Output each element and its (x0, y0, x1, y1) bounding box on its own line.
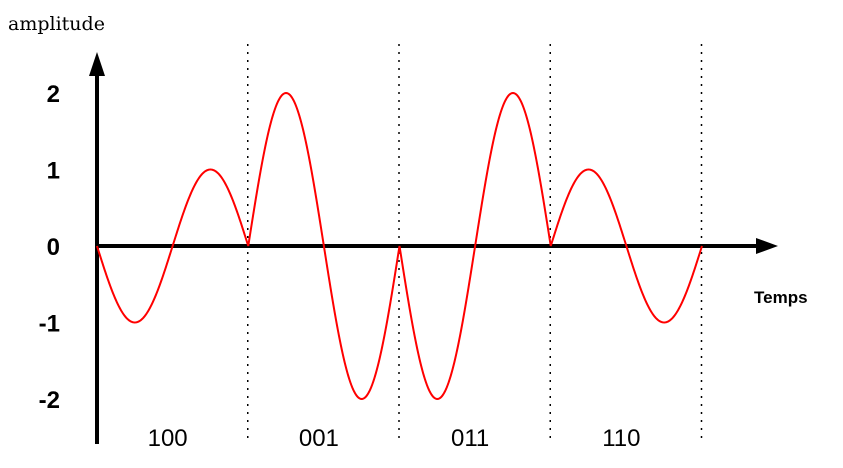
segment-label: 011 (451, 425, 489, 452)
y-tick-labels: 2 1 0 -1 -2 (39, 81, 60, 414)
signal-line (96, 91, 703, 401)
y-tick-label: -1 (39, 311, 60, 338)
y-tick-label: -2 (39, 387, 60, 414)
x-axis-label: Temps (754, 288, 808, 307)
y-axis-label: amplitude (8, 13, 105, 35)
segment-labels: 100 001 011 110 (148, 425, 641, 452)
y-tick-label: 2 (47, 81, 60, 108)
y-tick-label: 1 (47, 158, 60, 185)
segment-label: 001 (299, 425, 339, 452)
y-axis-arrow (89, 52, 105, 76)
segment-label: 100 (148, 425, 188, 452)
x-axis-arrow (756, 238, 778, 254)
segment-dividers (247, 44, 703, 440)
segment-label: 110 (602, 425, 640, 452)
y-tick-label: 0 (47, 234, 60, 261)
